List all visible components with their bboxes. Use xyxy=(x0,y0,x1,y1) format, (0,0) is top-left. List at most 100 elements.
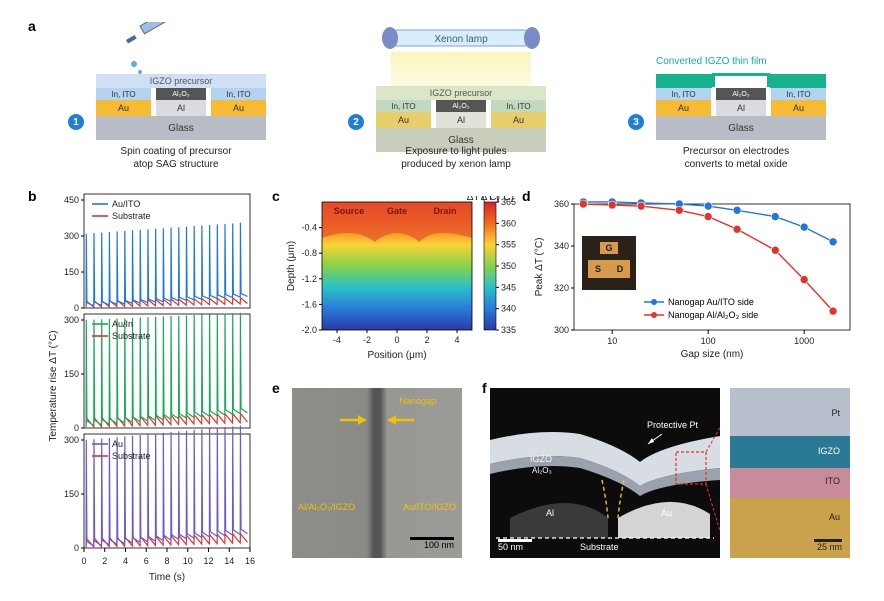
z-pt: Pt xyxy=(831,408,840,418)
panel-e: Nanogap Al/Al₂O₃/IGZO Au/ITO/IGZO 100 nm xyxy=(292,388,462,558)
svg-text:14: 14 xyxy=(224,556,234,566)
schematic-step2: Xenon lamp 2 IGZO precursor In, ITO Al₂O… xyxy=(336,18,576,168)
step3-number: 3 xyxy=(628,114,644,130)
svg-text:2: 2 xyxy=(102,556,107,566)
svg-text:10: 10 xyxy=(183,556,193,566)
svg-text:-1.2: -1.2 xyxy=(301,274,317,284)
figure-root: a b c d e f 1 IGZO precursor In, ITO Al₂… xyxy=(0,0,884,601)
svg-text:1000: 1000 xyxy=(794,336,814,346)
label-e: e xyxy=(272,380,280,396)
svg-text:0: 0 xyxy=(74,543,79,553)
svg-text:Substrate: Substrate xyxy=(112,211,151,221)
layer-alo: Al₂O₃ xyxy=(436,100,486,112)
panel-d: 101001000300320340360Nanogap Au/ITO side… xyxy=(530,196,860,360)
svg-text:10: 10 xyxy=(607,336,617,346)
svg-text:4: 4 xyxy=(454,335,459,345)
svg-text:355: 355 xyxy=(501,240,516,250)
svg-text:300: 300 xyxy=(554,325,569,335)
layer-inito-right: In, ITO xyxy=(771,88,826,100)
scalebar-label: 100 nm xyxy=(410,540,454,550)
layer-au-right: Au xyxy=(771,100,826,116)
stack-step1: IGZO precursor In, ITO Al₂O₃ In, ITO Au … xyxy=(96,74,266,140)
layer-au-right: Au xyxy=(211,100,266,116)
svg-text:335: 335 xyxy=(501,325,516,335)
au-label: Au xyxy=(661,508,672,518)
svg-text:Gate: Gate xyxy=(387,206,407,216)
layer-au-right: Au xyxy=(491,112,546,128)
svg-text:150: 150 xyxy=(64,489,79,499)
label-c: c xyxy=(272,188,280,204)
scalebar-f1: 50 nm xyxy=(498,539,532,552)
chart-c: -4-2024-0.4-0.8-1.2-1.6-2.0SourceGateDra… xyxy=(282,196,532,360)
step2-number: 2 xyxy=(348,114,364,130)
chart-d: 101001000300320340360Nanogap Au/ITO side… xyxy=(530,196,860,360)
svg-text:Gap size (nm): Gap size (nm) xyxy=(681,349,744,360)
z-au: Au xyxy=(829,512,840,522)
caption-step1: Spin coating of precursor atop SAG struc… xyxy=(56,146,296,171)
svg-text:360: 360 xyxy=(554,199,569,209)
layer-inito-left: In, ITO xyxy=(656,88,711,100)
svg-text:320: 320 xyxy=(554,283,569,293)
svg-text:Au: Au xyxy=(112,439,123,449)
tem-image: Protective Pt IGZO Al₂O₃ Al Au Substrate… xyxy=(490,388,720,558)
svg-text:-4: -4 xyxy=(333,335,341,345)
svg-text:Nanogap Al/Al₂O₃ side: Nanogap Al/Al₂O₃ side xyxy=(668,310,758,320)
al-label: Al xyxy=(546,508,554,518)
svg-text:0: 0 xyxy=(81,556,86,566)
svg-text:8: 8 xyxy=(164,556,169,566)
svg-text:345: 345 xyxy=(501,282,516,292)
z-ito: ITO xyxy=(825,476,840,486)
right-stack-label: Au/ITO/IGZO xyxy=(403,502,456,512)
svg-text:Drain: Drain xyxy=(433,206,456,216)
svg-text:Time (s): Time (s) xyxy=(149,572,185,583)
pt-label: Protective Pt xyxy=(647,420,698,430)
svg-text:6: 6 xyxy=(144,556,149,566)
caption-step2: Exposure to light pules produced by xeno… xyxy=(336,146,576,171)
layer-glass: Glass xyxy=(656,116,826,140)
svg-text:Temperature rise ΔT (°C): Temperature rise ΔT (°C) xyxy=(48,330,59,441)
layer-inito-right: In, ITO xyxy=(491,100,546,112)
layer-al: Al xyxy=(716,100,766,116)
igzo-notch xyxy=(712,73,770,87)
svg-text:450: 450 xyxy=(64,195,79,205)
caption-step3: Precursor on electrodes converts to meta… xyxy=(616,146,856,171)
scalebar-f1-label: 50 nm xyxy=(498,542,532,552)
schematic-step1: 1 IGZO precursor In, ITO Al₂O₃ In, ITO A… xyxy=(56,18,296,168)
svg-text:300: 300 xyxy=(64,231,79,241)
svg-text:340: 340 xyxy=(501,304,516,314)
layer-au-left: Au xyxy=(376,112,431,128)
svg-text:-2: -2 xyxy=(363,335,371,345)
svg-text:-0.8: -0.8 xyxy=(301,248,317,258)
svg-text:ΔT (°C): ΔT (°C) xyxy=(467,196,500,203)
pt-arrow-icon xyxy=(646,432,664,446)
layer-alo: Al₂O₃ xyxy=(716,88,766,100)
svg-text:100: 100 xyxy=(701,336,716,346)
layer-precursor: IGZO precursor xyxy=(376,86,546,100)
label-b: b xyxy=(28,188,37,204)
panel-a: 1 IGZO precursor In, ITO Al₂O₃ In, ITO A… xyxy=(56,18,856,168)
label-f: f xyxy=(482,380,487,396)
svg-text:0: 0 xyxy=(74,423,79,433)
nanogap-label: Nanogap xyxy=(399,396,436,406)
layer-glass: Glass xyxy=(96,116,266,140)
svg-text:S: S xyxy=(595,264,601,274)
layer-al: Al xyxy=(156,100,206,116)
svg-text:Au/ITO: Au/ITO xyxy=(112,199,140,209)
tem-zoom: Pt IGZO ITO Au 25 nm xyxy=(730,388,850,558)
svg-text:2: 2 xyxy=(424,335,429,345)
svg-text:360: 360 xyxy=(501,218,516,228)
substrate-label: Substrate xyxy=(580,542,619,552)
svg-text:-2.0: -2.0 xyxy=(301,325,317,335)
svg-text:Substrate: Substrate xyxy=(112,451,151,461)
alo-label: Al₂O₃ xyxy=(532,466,552,475)
layer-precursor: IGZO precursor xyxy=(96,74,266,88)
svg-text:Substrate: Substrate xyxy=(112,331,151,341)
nanogap-arrows-icon xyxy=(340,412,414,428)
layer-al: Al xyxy=(436,112,486,128)
syringe-icon xyxy=(116,22,176,78)
svg-text:Depth (μm): Depth (μm) xyxy=(286,241,297,291)
layer-alo: Al₂O₃ xyxy=(156,88,206,100)
svg-text:150: 150 xyxy=(64,267,79,277)
svg-text:Source: Source xyxy=(334,206,365,216)
svg-text:340: 340 xyxy=(554,241,569,251)
